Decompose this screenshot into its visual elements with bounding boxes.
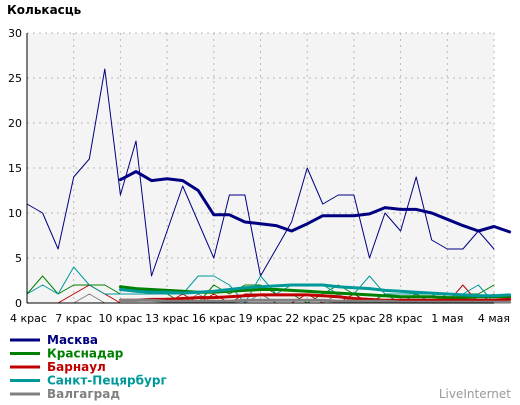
y-tick-label: 5 (15, 252, 22, 265)
y-tick-label: 20 (8, 117, 22, 130)
x-tick-label: 22 крас (285, 312, 329, 325)
series-line-average (118, 293, 512, 302)
x-tick-label: 13 крас (145, 312, 189, 325)
x-tick-label: 10 крас (98, 312, 142, 325)
x-tick-label: 25 крас (332, 312, 376, 325)
y-tick-label: 30 (8, 27, 22, 40)
x-tick-label: 7 крас (55, 312, 92, 325)
legend-label: Краснадар (47, 347, 124, 361)
legend-label: Валгаград (47, 387, 120, 401)
y-tick-label: 0 (15, 297, 22, 310)
legend: МаскваКраснадарБарнаулСанкт-ПецярбургВал… (10, 333, 167, 401)
plot-background (27, 33, 494, 303)
series-line-average (118, 298, 512, 304)
series-lines (26, 68, 512, 304)
x-tick-label: 28 крас (379, 312, 423, 325)
y-axis-ticks: 0 5 10 15 20 25 30 (8, 27, 22, 310)
legend-label: Масква (47, 333, 98, 347)
plot-area (27, 33, 494, 303)
x-axis-ticks: 4 крас 7 крас 10 крас 13 крас 16 крас 19 крас… (10, 312, 510, 325)
series-line-daily (26, 266, 495, 304)
y-tick-label: 25 (8, 72, 22, 85)
legend-label: Санкт-Пецярбург (47, 374, 167, 388)
series-line-average (118, 170, 512, 234)
y-tick-label: 15 (8, 162, 22, 175)
x-tick-label: 16 крас (192, 312, 236, 325)
x-tick-label: 4 мая (478, 312, 510, 325)
x-tick-label: 1 мая (431, 312, 463, 325)
axes (26, 33, 494, 304)
legend-label: Барнаул (47, 360, 106, 374)
series-line-average (118, 283, 512, 298)
y-tick-label: 10 (8, 207, 22, 220)
chart-title: Колькасць (7, 3, 82, 17)
x-tick-label: 4 крас (10, 312, 47, 325)
watermark: LiveInternet (438, 387, 511, 401)
x-tick-label: 19 крас (239, 312, 283, 325)
